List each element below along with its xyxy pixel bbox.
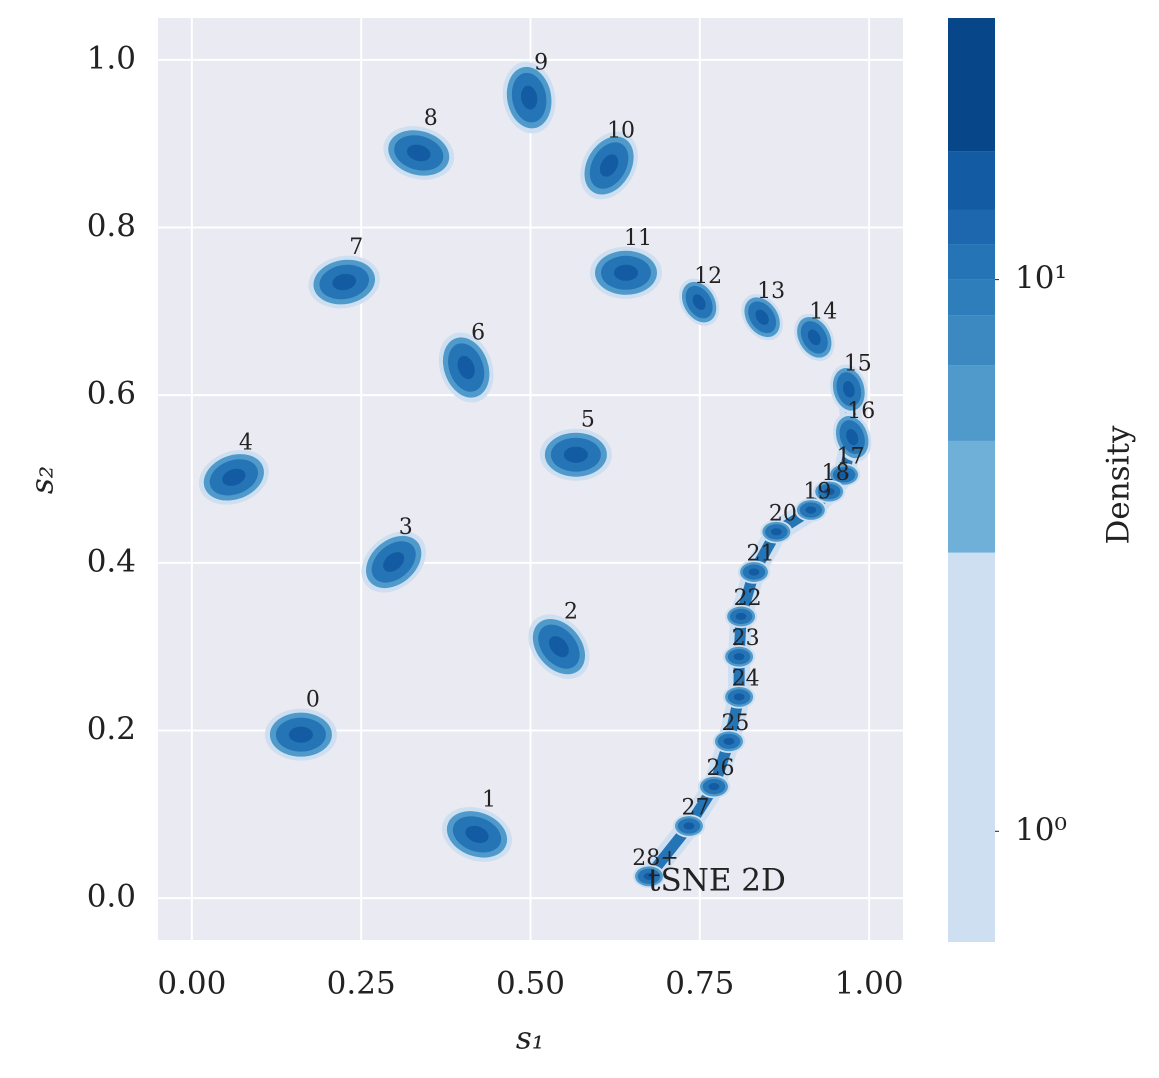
density-blob (733, 653, 745, 661)
y-tick-label: 0.6 (87, 376, 136, 412)
colorbar-band (948, 552, 995, 942)
x-tick-label: 0.00 (157, 966, 226, 1002)
cluster-label: 10 (607, 119, 635, 144)
cluster-label: 12 (694, 264, 722, 289)
cluster-label: 24 (732, 666, 760, 691)
density-blob (643, 872, 655, 880)
colorbar-label: Density (1101, 425, 1137, 544)
density-blob (683, 822, 695, 830)
density-blob (288, 726, 313, 743)
cluster-label: 1 (482, 787, 496, 812)
cluster-label: 22 (734, 586, 762, 611)
density-blob (383, 552, 405, 572)
cluster-label: 26 (707, 756, 735, 781)
cluster-label: 23 (732, 626, 760, 651)
cluster-label: 17 (837, 444, 865, 469)
colorbar-band (948, 279, 995, 316)
density-blob (823, 487, 835, 496)
y-tick-label: 0.8 (87, 208, 136, 244)
density-blob (599, 154, 619, 177)
density-blob (805, 506, 817, 514)
density-blob (846, 428, 859, 446)
y-tick-label: 0.0 (87, 879, 136, 915)
colorbar-band (948, 365, 995, 441)
density-blob (838, 471, 850, 479)
density-blob (222, 468, 246, 486)
density-blob (733, 693, 745, 701)
colorbar-tick-label: 10⁰ (1015, 812, 1067, 848)
density-blob (807, 329, 821, 346)
density-blob (406, 144, 431, 162)
density-blob (332, 273, 357, 291)
colorbar-band (948, 244, 995, 280)
cluster-label: 20 (769, 501, 797, 526)
density-blob (692, 294, 706, 310)
colorbar-band (948, 440, 995, 553)
colorbar-band (948, 209, 995, 245)
x-tick-label: 0.25 (327, 966, 396, 1002)
cluster-label: 11 (624, 226, 652, 251)
colorbar-tick-label: 10¹ (1015, 260, 1067, 296)
x-tick-label: 1.00 (835, 966, 904, 1002)
cluster-label: 28+ (632, 846, 678, 871)
cluster-label: 5 (581, 408, 595, 433)
y-tick-label: 0.2 (87, 711, 136, 747)
cluster-label: 8 (424, 106, 438, 131)
cluster-label: 18 (822, 461, 850, 486)
cluster-label: 6 (471, 321, 485, 346)
cluster-label: 0 (306, 688, 320, 713)
density-blob (613, 264, 638, 281)
cluster-label: 7 (349, 235, 363, 260)
density-blob (842, 381, 855, 398)
density-blob (549, 636, 569, 658)
cluster-label: 27 (681, 796, 709, 821)
cluster-label: 25 (721, 711, 749, 736)
cluster-label: 19 (803, 480, 831, 505)
annotation: tSNE 2D (648, 863, 786, 899)
y-tick-label: 0.4 (87, 543, 136, 579)
density-blob (520, 85, 538, 110)
cluster-label: 13 (757, 279, 785, 304)
density-blob (748, 568, 760, 576)
cluster-label: 14 (809, 299, 837, 324)
density-blob (723, 737, 735, 745)
density-blob (735, 612, 747, 621)
x-axis-label: s₁ (516, 1021, 544, 1057)
density-blob (708, 783, 720, 791)
density-blob (457, 355, 475, 380)
colorbar-band (948, 18, 995, 152)
y-tick-label: 1.0 (87, 40, 136, 76)
x-tick-label: 0.50 (496, 966, 565, 1002)
cluster-label: 15 (844, 351, 872, 376)
cluster-label: 2 (564, 600, 578, 625)
density-blob (465, 825, 489, 843)
cluster-label: 4 (239, 430, 253, 455)
cluster-label: 3 (399, 515, 413, 540)
density-blob (755, 309, 769, 325)
density-blob (770, 528, 782, 536)
density-blob (563, 446, 588, 463)
x-tick-label: 0.75 (665, 966, 734, 1002)
cluster-label: 16 (847, 399, 875, 424)
colorbar-band (948, 315, 995, 366)
colorbar-band (948, 151, 995, 210)
cluster-label: 9 (534, 51, 548, 76)
cluster-label: 21 (747, 542, 775, 567)
y-axis-label: s₂ (25, 466, 61, 494)
